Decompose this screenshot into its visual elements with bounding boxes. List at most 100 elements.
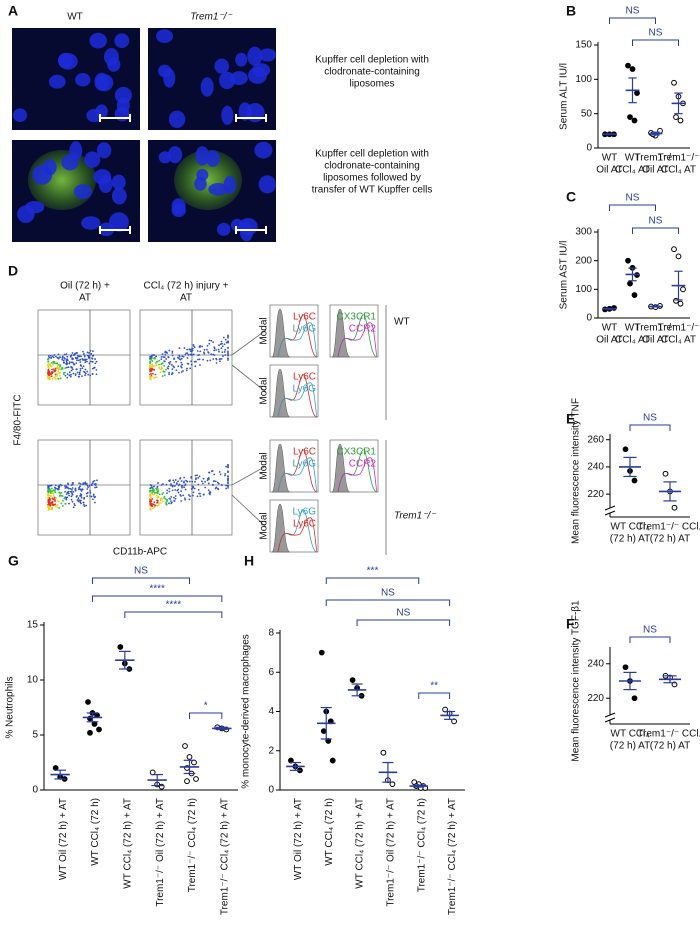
flow-event xyxy=(76,494,78,497)
flow-event xyxy=(83,503,85,506)
panel-letter: B xyxy=(566,3,576,19)
flow-event xyxy=(152,372,154,375)
flow-event xyxy=(79,485,81,488)
nucleus xyxy=(96,142,112,159)
row-caption: transfer of WT Kupffer cells xyxy=(312,185,433,196)
flow-event xyxy=(53,368,55,371)
y-tick-label: 150 xyxy=(575,40,592,51)
flow-event xyxy=(166,489,169,492)
flow-event xyxy=(157,504,160,506)
significance-bracket xyxy=(325,577,420,584)
nucleus xyxy=(168,110,186,129)
flow-event xyxy=(60,368,63,370)
flow-event xyxy=(59,377,62,380)
isotype-histogram xyxy=(271,368,291,418)
flow-event xyxy=(67,490,70,493)
flow-event xyxy=(177,491,180,494)
flow-event xyxy=(47,373,50,376)
flow-event xyxy=(80,499,82,502)
flow-event xyxy=(179,477,182,480)
flow-event xyxy=(68,502,70,505)
y-tick-label: 240 xyxy=(587,658,604,669)
data-point xyxy=(622,446,629,453)
flow-event xyxy=(196,350,199,352)
isotype-histogram xyxy=(331,443,351,493)
significance-bracket xyxy=(629,424,671,431)
flow-event xyxy=(77,497,80,500)
x-tick-label: WT CCl₄ (72 h) + AT xyxy=(355,798,366,889)
flow-event xyxy=(79,358,82,361)
flow-event xyxy=(160,368,162,371)
flow-event xyxy=(152,377,155,380)
flow-event xyxy=(163,374,166,377)
flow-event xyxy=(149,368,152,371)
flow-event xyxy=(56,488,59,490)
flow-event xyxy=(79,361,82,363)
data-point xyxy=(675,253,682,260)
flow-event xyxy=(180,371,183,373)
flow-event xyxy=(183,480,186,483)
flow-event xyxy=(227,354,229,357)
flow-event xyxy=(56,374,59,377)
flow-event xyxy=(151,363,154,366)
flow-event xyxy=(173,358,175,361)
flow-event xyxy=(218,344,220,347)
flow-event xyxy=(85,483,87,486)
flow-event xyxy=(151,498,154,500)
row-caption: liposomes xyxy=(349,79,394,90)
flow-event xyxy=(65,485,68,488)
axis-break-gap xyxy=(605,508,615,513)
nucleus xyxy=(12,108,28,123)
flow-event xyxy=(164,351,167,354)
flow-event xyxy=(203,352,206,355)
flow-plot xyxy=(139,309,233,406)
flow-row-label: WT xyxy=(394,317,410,328)
flow-event xyxy=(155,362,158,365)
flow-event xyxy=(85,504,88,507)
flow-event xyxy=(56,500,59,503)
flow-event xyxy=(92,494,95,497)
flow-event xyxy=(59,371,62,374)
nucleus xyxy=(196,169,209,182)
flow-event xyxy=(150,370,153,372)
flow-event xyxy=(213,346,216,349)
flow-event xyxy=(210,339,213,342)
flow-event xyxy=(173,496,175,499)
flow-event xyxy=(173,500,176,502)
flow-event xyxy=(47,360,50,363)
flow-event xyxy=(163,495,166,498)
flow-event xyxy=(189,350,192,353)
flow-event xyxy=(149,502,152,505)
flow-event xyxy=(57,378,60,380)
significance-label: *** xyxy=(367,566,379,577)
flow-event xyxy=(50,356,53,359)
flow-event xyxy=(162,491,165,494)
flow-event xyxy=(83,497,85,500)
flow-event xyxy=(156,490,159,493)
flow-event xyxy=(175,369,178,372)
flow-event xyxy=(155,492,158,494)
flow-event xyxy=(179,493,182,496)
flow-event xyxy=(47,490,50,493)
flow-event xyxy=(187,353,190,356)
flow-event xyxy=(87,486,90,489)
flow-event xyxy=(94,501,96,504)
flow-event xyxy=(197,477,200,479)
flow-event xyxy=(65,362,67,365)
flow-event xyxy=(201,345,203,348)
flow-event xyxy=(210,470,213,473)
flow-event xyxy=(227,475,229,478)
y-tick-label: 260 xyxy=(587,434,604,445)
y-tick-label: 2 xyxy=(268,745,274,756)
flow-event xyxy=(151,355,153,358)
marker-histogram xyxy=(277,457,318,493)
flow-event xyxy=(184,488,187,491)
marker-label: CCR2 xyxy=(349,324,377,335)
flow-event xyxy=(223,343,226,346)
flow-plot xyxy=(139,439,233,536)
x-tick-label: CCl₄ AT xyxy=(615,335,650,346)
flow-event xyxy=(68,374,71,377)
flow-event xyxy=(51,368,53,371)
flow-event xyxy=(168,363,171,365)
